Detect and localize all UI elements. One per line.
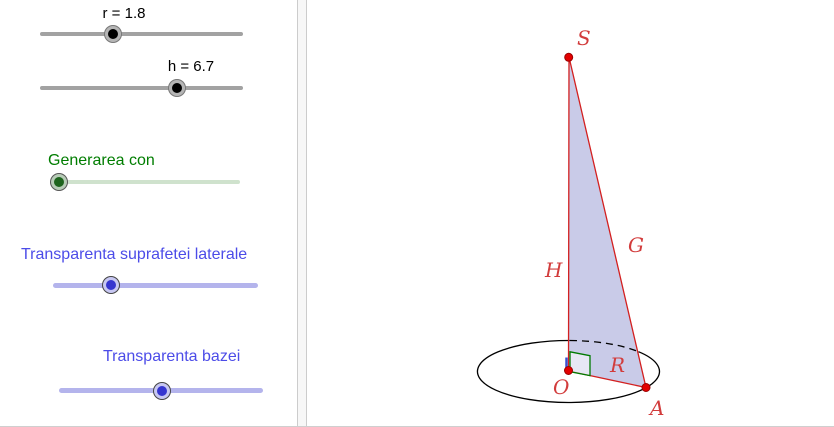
slider-r-knob[interactable]	[105, 26, 121, 42]
label-R: R	[609, 353, 625, 377]
slider-h-knob[interactable]	[169, 80, 185, 96]
label-H: H	[544, 258, 563, 282]
controls-panel: r = 1.8 h = 6.7 Generarea con Transparen…	[0, 0, 297, 426]
slider-r-label: r = 1.8	[102, 5, 146, 22]
right-angle-marker	[569, 351, 591, 377]
base-circle-hidden-arc[interactable]	[569, 339, 639, 353]
slider-transparenta-bazei-label: Transparenta bazei	[103, 348, 241, 365]
slider-transparenta-bazei-knob[interactable]	[154, 383, 170, 399]
panel-divider[interactable]	[297, 0, 307, 426]
label-G: G	[628, 233, 644, 257]
axial-triangle[interactable]	[567, 56, 647, 389]
slider-generarea-con-track[interactable]	[50, 180, 240, 184]
label-O: O	[553, 375, 569, 399]
base-circle[interactable]	[476, 339, 661, 404]
slider-h-label: h = 6.7	[167, 58, 215, 75]
slider-transparenta-laterala-track[interactable]	[53, 283, 258, 288]
point-A[interactable]	[641, 383, 651, 392]
slider-h-track[interactable]	[40, 86, 243, 90]
point-S[interactable]	[564, 52, 574, 62]
slider-generarea-con-label: Generarea con	[48, 152, 155, 169]
label-S: S	[577, 26, 591, 50]
cone-figure: S H G R O A	[476, 26, 664, 420]
slider-generarea-con-knob[interactable]	[51, 174, 67, 190]
graphics-view[interactable]: S H G R O A	[307, 0, 834, 426]
slider-r-track[interactable]	[40, 32, 243, 36]
slider-transparenta-laterala-knob[interactable]	[103, 277, 119, 293]
label-A: A	[648, 396, 664, 420]
slider-transparenta-laterala-label: Transparenta suprafetei laterale	[21, 246, 248, 263]
point-O[interactable]	[564, 366, 573, 375]
